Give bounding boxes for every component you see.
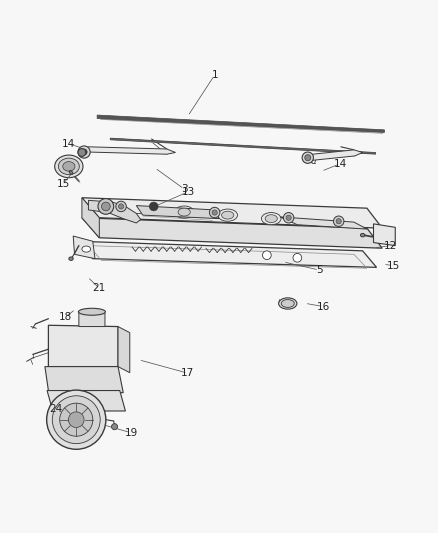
Ellipse shape [58,158,79,175]
Ellipse shape [174,206,194,218]
Circle shape [149,202,158,211]
Circle shape [286,215,291,220]
Ellipse shape [178,208,190,216]
Ellipse shape [78,308,106,315]
Circle shape [98,199,114,214]
Text: 19: 19 [124,428,138,438]
Polygon shape [136,206,219,219]
Polygon shape [79,312,105,327]
Polygon shape [118,327,130,373]
Text: 24: 24 [49,404,63,414]
Text: 15: 15 [57,179,70,189]
Text: 12: 12 [384,240,398,251]
Polygon shape [78,241,377,268]
Polygon shape [45,367,123,393]
Polygon shape [48,325,118,367]
Text: 16: 16 [317,302,330,312]
Ellipse shape [82,246,91,252]
Text: 17: 17 [181,368,194,378]
Text: 15: 15 [386,261,400,271]
Circle shape [116,201,126,212]
Text: 3: 3 [181,184,187,194]
Text: 14: 14 [62,139,75,149]
Polygon shape [82,198,382,228]
Ellipse shape [265,215,277,223]
Ellipse shape [360,233,365,237]
Polygon shape [82,147,176,154]
Polygon shape [73,236,95,259]
Circle shape [52,396,100,443]
Polygon shape [82,218,382,248]
Circle shape [78,149,86,156]
Circle shape [262,251,271,260]
Ellipse shape [281,300,294,308]
Text: 1: 1 [212,70,218,80]
Circle shape [112,424,117,430]
Polygon shape [97,115,385,133]
Ellipse shape [69,257,73,261]
Polygon shape [306,150,363,160]
Text: 18: 18 [59,312,72,321]
Polygon shape [374,224,395,246]
Text: 21: 21 [93,283,106,293]
Circle shape [336,219,341,224]
Ellipse shape [222,211,234,219]
Circle shape [305,155,311,161]
Ellipse shape [69,171,73,174]
Circle shape [68,412,84,427]
Polygon shape [82,198,99,238]
Text: 5: 5 [316,265,322,275]
Circle shape [209,207,220,218]
Circle shape [118,204,124,209]
Circle shape [78,146,90,158]
Ellipse shape [261,213,281,225]
Ellipse shape [55,155,83,177]
Polygon shape [88,200,141,223]
Circle shape [333,216,344,227]
Polygon shape [280,217,367,229]
Ellipse shape [218,209,237,221]
Circle shape [60,403,93,436]
Circle shape [283,213,294,223]
Circle shape [47,390,106,449]
Ellipse shape [279,298,297,309]
Circle shape [293,254,302,262]
Polygon shape [110,138,376,154]
Circle shape [102,202,110,211]
Circle shape [81,149,87,155]
Circle shape [212,210,217,215]
Circle shape [302,152,314,163]
Text: 13: 13 [182,187,195,197]
Ellipse shape [63,161,75,171]
Text: 14: 14 [333,159,346,169]
Polygon shape [47,391,125,411]
